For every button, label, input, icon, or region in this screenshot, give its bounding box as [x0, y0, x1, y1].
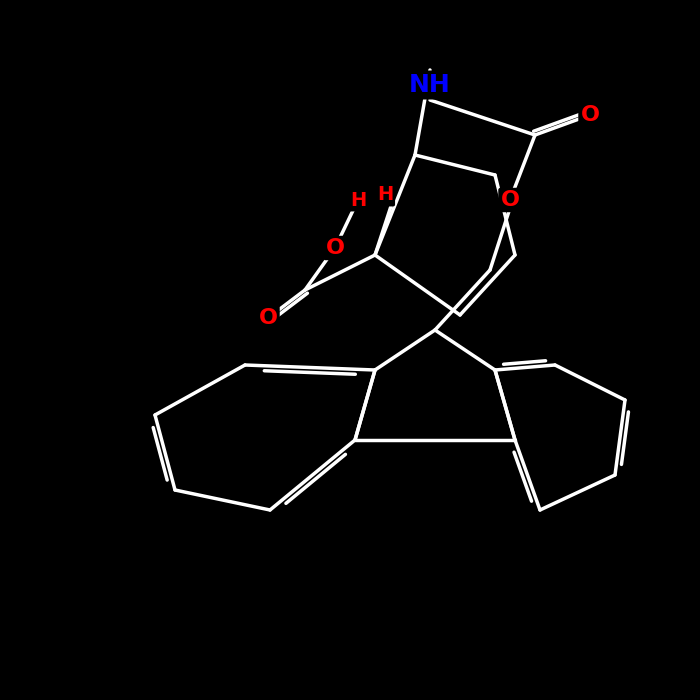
- Text: O: O: [500, 190, 519, 210]
- Text: NH: NH: [409, 73, 451, 97]
- Text: H: H: [377, 186, 393, 204]
- Text: H: H: [350, 190, 366, 209]
- Text: O: O: [258, 308, 277, 328]
- Text: O: O: [580, 105, 599, 125]
- Text: O: O: [326, 238, 344, 258]
